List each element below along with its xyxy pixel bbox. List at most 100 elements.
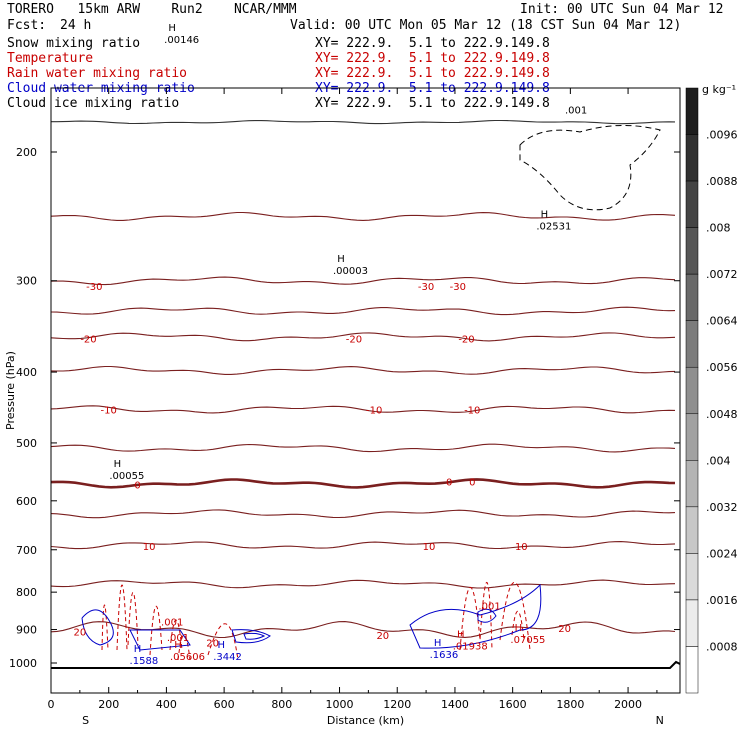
isotherm--15: [51, 365, 676, 375]
extremum-marker: H: [134, 644, 142, 655]
isotherm-0: [51, 478, 676, 489]
rain-contour: [116, 584, 128, 651]
x-tick-label: 1200: [383, 698, 411, 711]
extremum-value: .01938: [453, 642, 488, 653]
isotherm--35: [51, 211, 676, 221]
rain-contour: [499, 582, 531, 651]
contour-label: 10: [423, 542, 436, 553]
extremum-marker: H: [114, 459, 122, 470]
y-tick-label: 1000: [9, 657, 37, 670]
x-tick-label: 800: [271, 698, 292, 711]
colorbar-tick-label: .0048: [706, 408, 738, 421]
contour-labels: -30 -30 -30 -20 -20 -20 -10 -10 -10 0 0 0 10 10 10 20 20…: [73, 23, 587, 667]
rain-contour: [511, 610, 525, 641]
extremum-value: .3442: [213, 652, 242, 663]
isotherm-10: [51, 541, 676, 550]
colorbar-tick-label: .004: [706, 454, 731, 467]
x-tick-label: 1000: [326, 698, 354, 711]
colorbar-segment: [685, 134, 699, 182]
x-tick-label: 1800: [556, 698, 584, 711]
x-tick-label: 200: [98, 698, 119, 711]
x-tick-label: 2000: [614, 698, 642, 711]
contour-label: -10: [366, 405, 382, 416]
valid-time: Valid: 00 UTC Mon 05 Mar 12 (18 CST Sun …: [290, 18, 682, 33]
extremum-marker: H: [168, 23, 176, 34]
cloud-water-contour: [477, 608, 497, 623]
cloud-water-contour: [231, 629, 271, 644]
x-axis-title: Distance (km): [327, 714, 404, 727]
colorbar-tick-label: .0064: [706, 315, 738, 328]
extremum-value: .00003: [333, 266, 368, 277]
isotherm--20: [51, 332, 676, 342]
cloud-water-contour: [81, 609, 114, 646]
colorbar-segment: [685, 320, 699, 368]
isotherm-15: [51, 579, 676, 589]
y-axis-title: Pressure (hPa): [4, 351, 17, 430]
x-tick-label: 600: [214, 698, 235, 711]
colorbar-segment: [685, 227, 699, 275]
extremum-value: .00146: [164, 35, 199, 46]
colorbar-segment: [685, 180, 699, 228]
contour-label: -30: [418, 282, 434, 293]
isotherm-5: [51, 509, 676, 519]
field-label-snow: Snow mixing ratio: [7, 36, 141, 51]
y-tick-label: 700: [16, 544, 37, 557]
contour-label: -30: [86, 282, 102, 293]
colorbar-tick-label: .0056: [706, 361, 738, 374]
model-title: TORERO 15km ARW Run2 NCAR/MMM: [7, 2, 297, 17]
rain-contour: [101, 604, 109, 651]
y-tick-label: 600: [16, 495, 37, 508]
contour-label: 20: [558, 624, 571, 635]
y-tick-label: 900: [16, 624, 37, 637]
init-time: Init: 00 UTC Sun 04 Mar 12: [520, 2, 724, 17]
colorbar-segment: [685, 413, 699, 461]
contour-label: .001: [478, 602, 500, 613]
isotherm--45: [51, 80, 675, 83]
extremum-marker: H: [434, 638, 442, 649]
cloud-water-contour: [409, 583, 542, 649]
contour-label: 0: [469, 478, 475, 489]
cloud-water-contour: [243, 632, 266, 640]
contour-label: -20: [80, 335, 96, 346]
contour-label: 20: [73, 627, 86, 638]
isotherm--30: [51, 276, 676, 286]
field-xy-temperature: XY= 222.9. 5.1 to 222.9.149.8: [315, 51, 550, 66]
field-xy-snow: XY= 222.9. 5.1 to 222.9.149.8: [315, 36, 550, 51]
x-tick-label: 0: [48, 698, 55, 711]
contour-label: 20: [376, 631, 389, 642]
contour-label: 0: [446, 478, 452, 489]
extremum-value: .05606: [170, 652, 205, 663]
extremum-marker: H: [457, 630, 465, 641]
contour-label: .001: [161, 617, 183, 628]
colorbar-segment: [685, 273, 699, 321]
colorbar-segment: [685, 87, 699, 135]
isotherm--5: [51, 443, 676, 453]
contour-label: .001: [565, 106, 587, 117]
isotherm--25: [51, 306, 676, 316]
colorbar-segment: [685, 506, 699, 554]
extremum-value: .02531: [536, 221, 571, 232]
x-tick-label: 1400: [441, 698, 469, 711]
colorbar-tick-label: .0008: [706, 640, 738, 653]
field-label-cloud-ice: Cloud ice mixing ratio: [7, 96, 180, 111]
contour-label: -10: [101, 405, 117, 416]
colorbar-tick-label: .0072: [706, 268, 738, 281]
axes: 0 200 400 600 800 1000 1200 1400 1600 1800 2000Dis…: [4, 88, 680, 727]
extremum-marker: H: [541, 209, 549, 220]
moisture-contours: [81, 125, 661, 661]
contour-label: 0: [134, 481, 140, 492]
temperature-contours: [51, 80, 680, 669]
field-xy-cloud-ice: XY= 222.9. 5.1 to 222.9.149.8: [315, 96, 550, 111]
contour-label: 10: [515, 542, 528, 553]
extremum-value: .1588: [130, 656, 159, 667]
y-tick-label: 500: [16, 437, 37, 450]
contour-label: 20: [206, 639, 219, 650]
extremum-value: .00055: [109, 471, 144, 482]
colorbar-segment: [685, 646, 699, 694]
rain-contour: [207, 623, 239, 661]
y-tick-label: 200: [16, 146, 37, 159]
colorbar-tick-label: .0024: [706, 547, 738, 560]
extremum-value: .1636: [430, 650, 459, 661]
extremum-marker: H: [337, 254, 345, 265]
